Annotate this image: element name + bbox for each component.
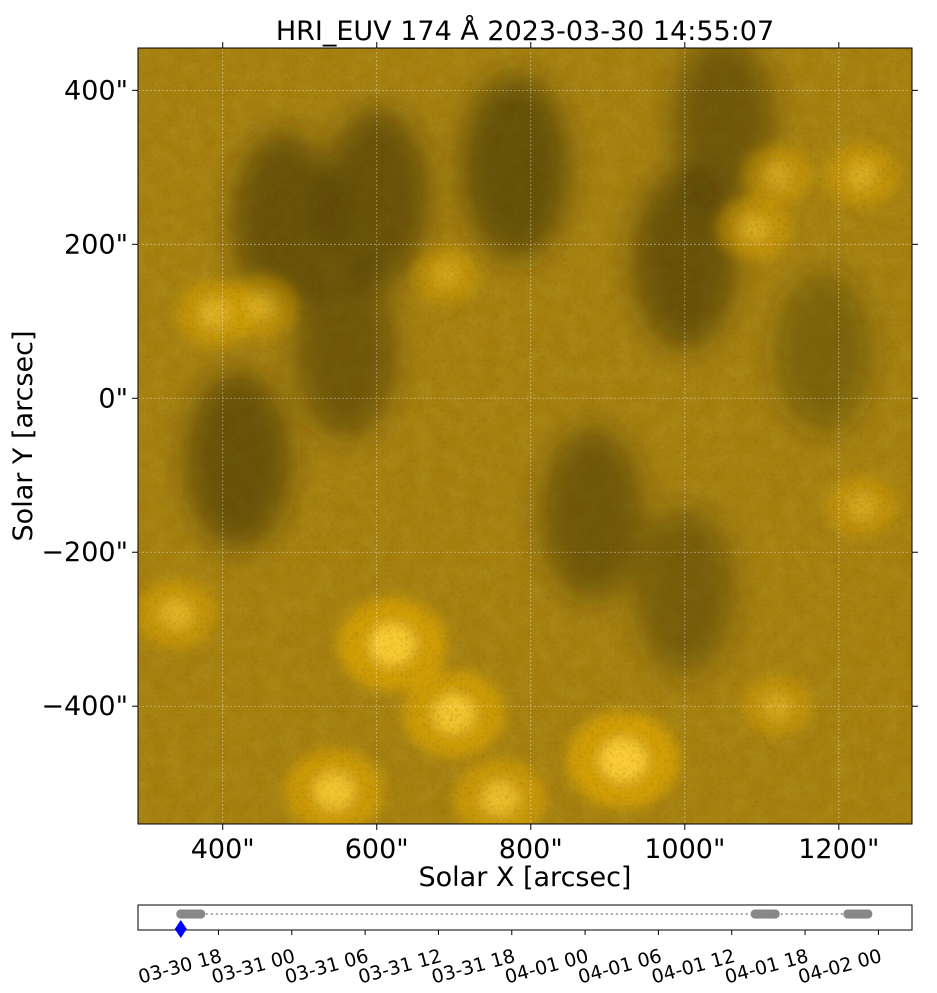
observation-point — [770, 909, 780, 919]
y-tick-label: 200" — [64, 229, 128, 260]
timeline-plot — [174, 909, 873, 938]
y-ticks: 400" 200" 0" −200" −400" — [41, 75, 918, 722]
x-axis-label: Solar X [arcsec] — [419, 862, 632, 893]
image-fine-texture — [138, 48, 912, 824]
y-tick-label: −400" — [41, 691, 128, 722]
plot-frame — [137, 47, 913, 825]
x-tick-label: 600" — [345, 834, 409, 865]
observation-point — [196, 909, 206, 919]
timeline-tick-label: 04-02 00 — [796, 945, 884, 988]
x-tick-label: 400" — [191, 834, 255, 865]
observation-point — [863, 909, 873, 919]
grid-lines — [138, 48, 912, 824]
timeline-frame — [137, 904, 913, 931]
x-tick-label: 800" — [499, 834, 563, 865]
x-tick-label: 1000" — [644, 834, 725, 865]
x-ticks: 400" 600" 800" 1000" 1200" — [191, 42, 879, 865]
current-time-marker — [174, 920, 187, 938]
y-axis-label: Solar Y [arcsec] — [8, 331, 39, 542]
euv-image — [138, 48, 912, 824]
y-tick-label: 400" — [64, 75, 128, 106]
y-tick-label: −200" — [41, 537, 128, 568]
x-tick-label: 1200" — [798, 834, 879, 865]
chart-title: HRI_EUV 174 Å 2023-03-30 14:55:07 — [276, 15, 774, 47]
y-tick-label: 0" — [98, 383, 128, 414]
